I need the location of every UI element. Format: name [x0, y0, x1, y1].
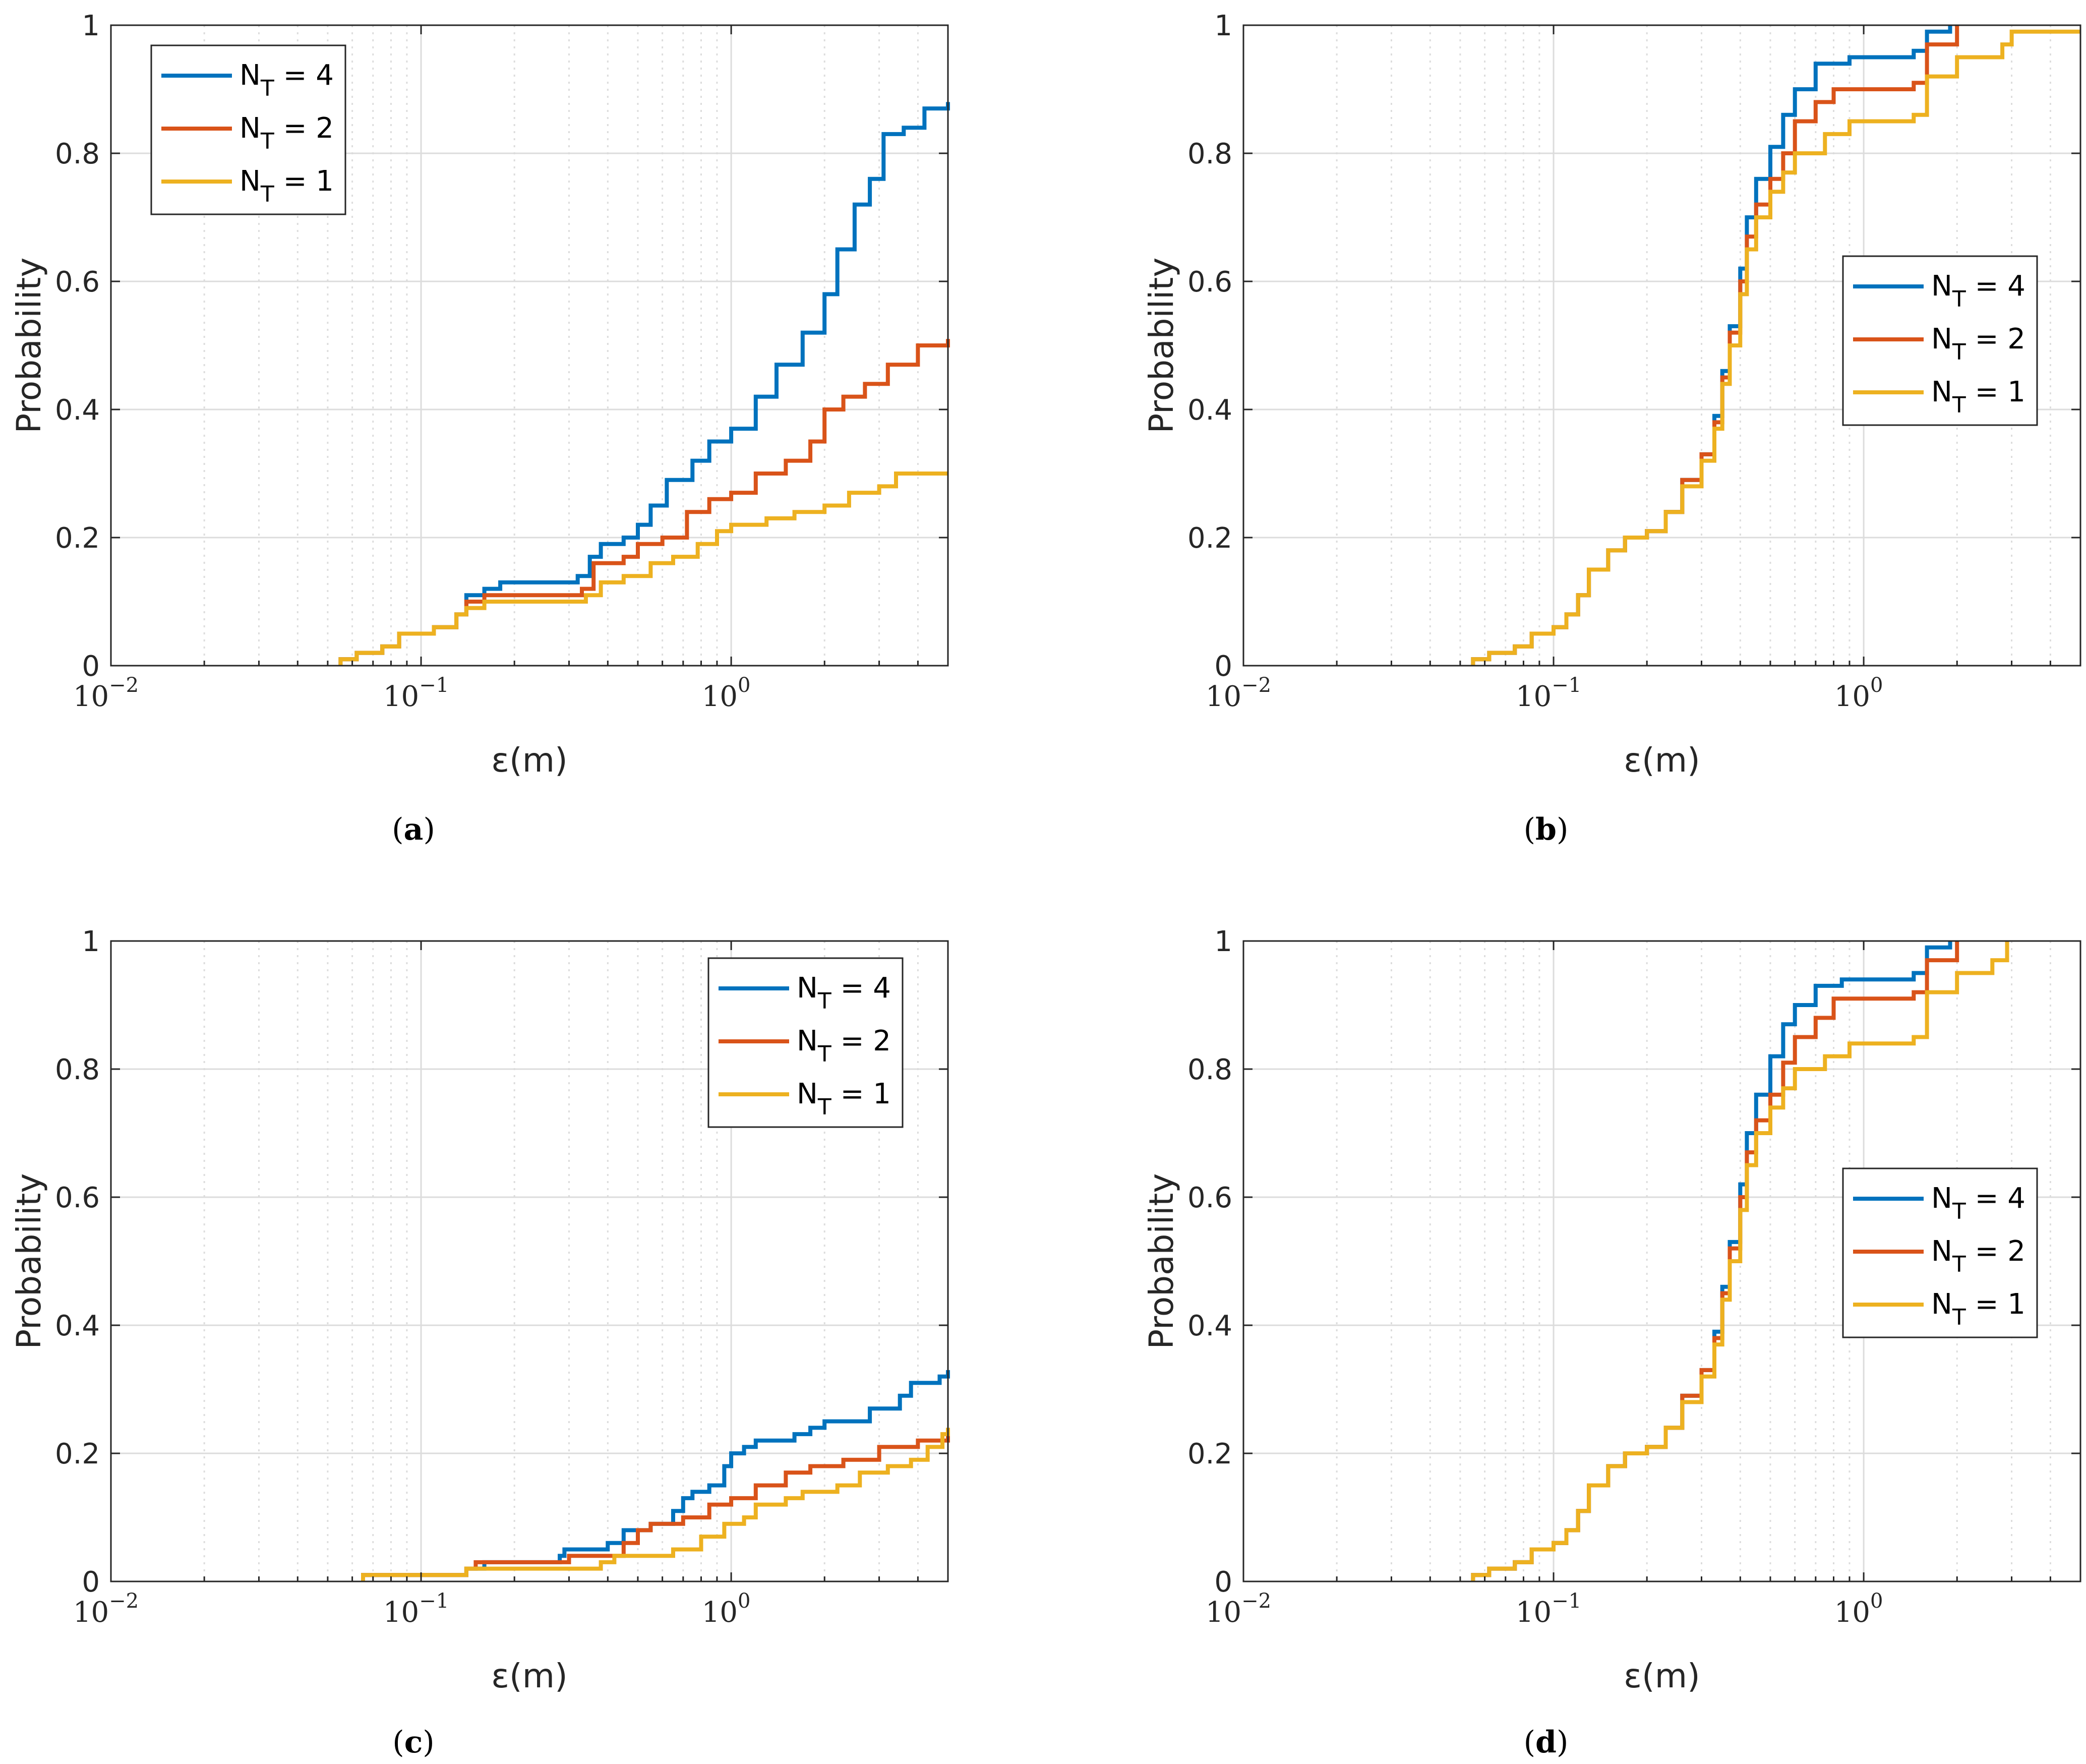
y-tick-label: 0.4 [55, 394, 100, 427]
legend-label: NT = 1 [240, 165, 334, 207]
x-tick-label: 10−1 [383, 1590, 449, 1629]
panel-caption: (c) [392, 1725, 434, 1760]
y-tick-label: 0.2 [55, 522, 100, 555]
legend: NT = 4 NT = 2 NT = 1 [1842, 255, 2038, 426]
axes-box [110, 24, 949, 667]
panel-caption: (d) [1524, 1725, 1569, 1760]
y-tick-label: 0.8 [55, 138, 100, 170]
series-line-nt4 [361, 1370, 950, 1581]
y-tick-label: 0.8 [55, 1053, 100, 1086]
y-tick-label: 0 [82, 1566, 100, 1599]
y-tick-label: 0.8 [1187, 138, 1232, 170]
y-tick-label: 0.6 [55, 1182, 100, 1214]
x-axis-label: ε(m) [491, 741, 567, 780]
y-tick-label: 0.8 [1187, 1053, 1232, 1086]
x-axis-label: ε(m) [491, 1657, 567, 1695]
y-tick-label: 1 [82, 925, 100, 958]
legend-label: NT = 2 [1931, 1235, 2025, 1277]
panel-caption: (a) [392, 812, 435, 847]
legend-box [150, 44, 346, 215]
x-tick-label: 10−1 [1516, 1590, 1581, 1629]
series-line-nt1 [361, 1428, 950, 1581]
legend-label: NT = 1 [1931, 1288, 2025, 1330]
y-tick-label: 0.4 [55, 1310, 100, 1342]
panel-d: 10−2 10−1 100 0 0.2 0.4 0.6 0.8 1 ε(m) Probability… [1142, 925, 2081, 1760]
y-tick-label: 0.4 [1187, 1310, 1232, 1342]
y-tick-label: 0.4 [1187, 394, 1232, 427]
y-tick-label: 1 [82, 10, 100, 42]
y-tick-label: 0 [82, 650, 100, 683]
y-tick-label: 0.2 [55, 1438, 100, 1471]
y-tick-label: 0.2 [1187, 522, 1232, 555]
legend-label: NT = 2 [1931, 323, 2025, 365]
y-tick-label: 0 [1214, 650, 1232, 683]
y-tick-label: 0.6 [1187, 1182, 1232, 1214]
panel-caption: (b) [1524, 812, 1569, 847]
y-tick-label: 1 [1214, 10, 1232, 42]
legend-label: NT = 4 [797, 972, 891, 1014]
y-tick-label: 0.6 [1187, 266, 1232, 299]
series-line-nt1 [338, 472, 948, 666]
legend-label: NT = 4 [1931, 270, 2025, 312]
axes-box [1242, 24, 2081, 667]
legend: NT = 4 NT = 2 NT = 1 [150, 44, 346, 215]
y-axis-label: Probability [10, 258, 48, 434]
legend-label: NT = 4 [240, 59, 334, 101]
axes-box [1242, 940, 2081, 1582]
y-tick-label: 0.6 [55, 266, 100, 299]
x-tick-label: 10−2 [1206, 674, 1271, 713]
x-tick-label: 10−2 [1206, 1590, 1271, 1629]
x-tick-label: 10−2 [73, 674, 139, 713]
x-tick-label: 10−2 [73, 1590, 139, 1629]
axes-box [110, 940, 949, 1582]
y-axis-label: Probability [1142, 1173, 1181, 1349]
x-axis-label: ε(m) [1624, 741, 1700, 780]
x-tick-label: 10−1 [1516, 674, 1581, 713]
y-tick-label: 1 [1214, 925, 1232, 958]
x-tick-label: 100 [702, 674, 751, 713]
legend-label: NT = 2 [797, 1025, 891, 1067]
series-line-nt2 [361, 1434, 950, 1581]
y-tick-label: 0.2 [1187, 1438, 1232, 1471]
x-tick-label: 100 [1834, 1590, 1883, 1629]
x-tick-label: 10−1 [383, 674, 449, 713]
panel-b: 10−2 10−1 100 0 0.2 0.4 0.6 0.8 1 ε(m) Probability… [1142, 10, 2081, 847]
legend-label: NT = 1 [797, 1078, 891, 1120]
y-axis-label: Probability [10, 1173, 48, 1349]
panel-a: 10−2 10−1 100 0 0.2 0.4 0.6 0.8 1 ε(m) Probability… [10, 10, 950, 847]
series-line-nt1 [1471, 29, 2080, 666]
legend: NT = 4 NT = 2 NT = 1 [707, 957, 904, 1128]
legend-label: NT = 2 [240, 112, 334, 154]
panel-c: 10−2 10−1 100 0 0.2 0.4 0.6 0.8 1 ε(m) Probability… [10, 925, 950, 1760]
y-tick-label: 0 [1214, 1566, 1232, 1599]
series-line-nt1 [1471, 941, 2009, 1581]
legend: NT = 4 NT = 2 NT = 1 [1842, 1167, 2038, 1338]
x-axis-label: ε(m) [1624, 1657, 1700, 1695]
legend-label: NT = 1 [1931, 376, 2025, 418]
x-tick-label: 100 [1834, 674, 1883, 713]
x-tick-label: 100 [702, 1590, 751, 1629]
y-axis-label: Probability [1142, 258, 1181, 434]
legend-label: NT = 4 [1931, 1182, 2025, 1224]
